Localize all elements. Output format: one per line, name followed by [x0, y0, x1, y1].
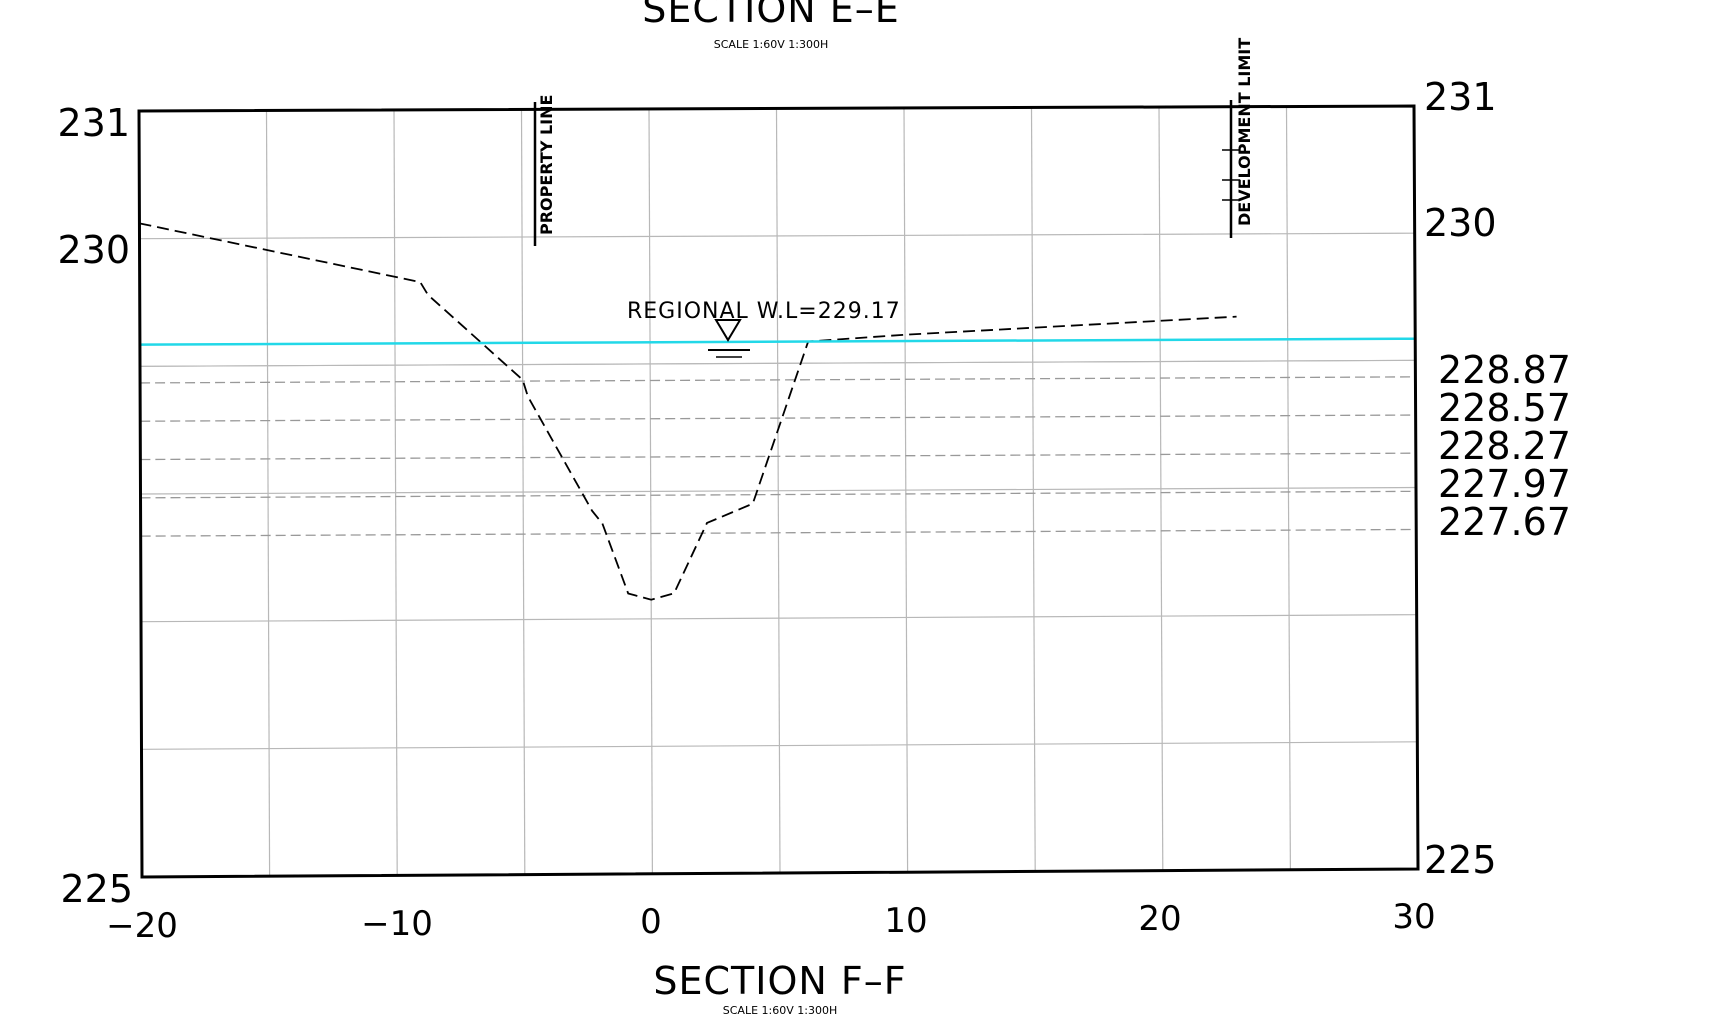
development-limit-label: DEVELOPMENT LIMIT	[1235, 38, 1254, 226]
grid-line-horizontal	[141, 741, 1418, 750]
x-tick-label: −10	[361, 904, 433, 944]
contour-lines	[140, 376, 1417, 537]
property-line-label: PROPERTY LINE	[537, 95, 556, 235]
contour-line	[140, 414, 1416, 422]
x-tick-label: 10	[884, 901, 927, 941]
ground-profile-line	[139, 222, 1237, 601]
left-elevation-label: 225	[60, 867, 133, 911]
grid	[138, 105, 1419, 878]
grid-line-horizontal	[140, 614, 1417, 623]
water-level-symbol-icon	[708, 319, 750, 358]
water-level-label: REGIONAL W.L=229.17	[627, 299, 901, 324]
plot-frame	[137, 104, 1420, 879]
contour-label: 228.57	[1438, 386, 1571, 430]
contour-label: 227.97	[1438, 462, 1571, 506]
ground-profile	[139, 222, 1237, 601]
contour-line	[140, 452, 1416, 461]
right-elevation-label: 225	[1424, 838, 1497, 882]
top-section-title: SECTION E–E	[642, 0, 900, 31]
right-elevation-label: 230	[1424, 201, 1497, 245]
x-tick-label: 30	[1392, 897, 1435, 937]
contour-label: 228.27	[1438, 424, 1571, 468]
contour-label: 227.67	[1438, 500, 1571, 544]
water-level-line	[139, 337, 1416, 346]
x-tick-label: 0	[640, 902, 662, 942]
contour-line	[140, 528, 1417, 537]
left-elevation-label: 230	[57, 228, 130, 272]
grid-line-horizontal	[139, 232, 1415, 240]
section-title: SECTION F–F	[653, 959, 906, 1003]
grid-line-horizontal	[140, 486, 1417, 495]
right-elevation-label: 231	[1424, 75, 1497, 119]
contour-line	[140, 490, 1417, 499]
contour-line	[140, 376, 1416, 384]
top-section-scale: SCALE 1:60V 1:300H	[714, 38, 828, 51]
contour-label: 228.87	[1438, 348, 1571, 392]
property-line-marker: PROPERTY LINE	[533, 95, 556, 246]
water-level	[139, 337, 1416, 346]
development-limit-marker: DEVELOPMENT LIMIT	[1222, 38, 1254, 238]
left-elevation-label: 231	[57, 101, 130, 145]
section-scale: SCALE 1:60V 1:300H	[723, 1004, 837, 1016]
grid-line-horizontal	[139, 359, 1416, 367]
x-tick-label: 20	[1138, 899, 1181, 939]
frame	[137, 104, 1420, 879]
x-tick-label: −20	[106, 906, 178, 946]
